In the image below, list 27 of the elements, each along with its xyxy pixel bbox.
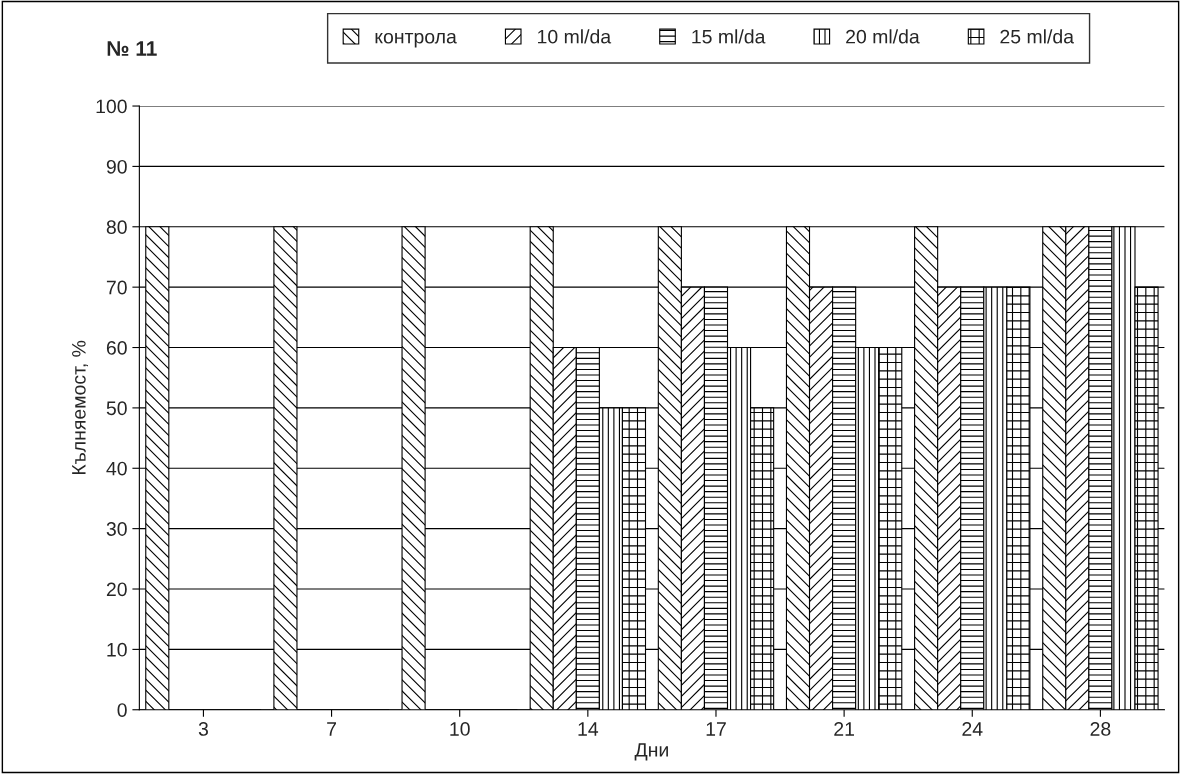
legend-label: контрола: [375, 32, 457, 48]
legend-label: 25 ml/da: [1000, 29, 1075, 44]
y-tick-label: 90: [106, 159, 127, 174]
y-tick-label: 30: [106, 522, 127, 536]
y-tick-label: 50: [106, 401, 127, 416]
x-tick-label: 3: [198, 722, 208, 736]
y-tick-label: 0: [117, 703, 127, 717]
y-tick-label: 60: [106, 340, 127, 355]
legend-label: 10 ml/da: [538, 29, 612, 44]
y-tick-label: 80: [106, 220, 127, 235]
legend-label: 15 ml/da: [692, 29, 766, 44]
x-tick-label: 21: [834, 722, 854, 736]
x-tick-label: 17: [706, 722, 726, 736]
legend-label: 20 ml/da: [846, 29, 920, 44]
x-axis-title: Дни: [634, 743, 668, 761]
y-tick-label: 70: [106, 280, 127, 295]
x-tick-label: 10: [450, 722, 470, 736]
y-axis-title: Кълняемост, %: [72, 340, 89, 475]
y-tick-label: 40: [106, 461, 127, 476]
x-tick-label: 28: [1090, 722, 1111, 736]
y-tick-label: 20: [106, 582, 127, 597]
y-tick-label: 100: [96, 99, 127, 114]
x-tick-label: 14: [578, 722, 599, 736]
x-tick-label: 24: [962, 722, 983, 736]
y-tick-label: 10: [107, 642, 127, 657]
chart-title: № 11: [107, 41, 157, 56]
x-tick-label: 7: [327, 722, 336, 736]
